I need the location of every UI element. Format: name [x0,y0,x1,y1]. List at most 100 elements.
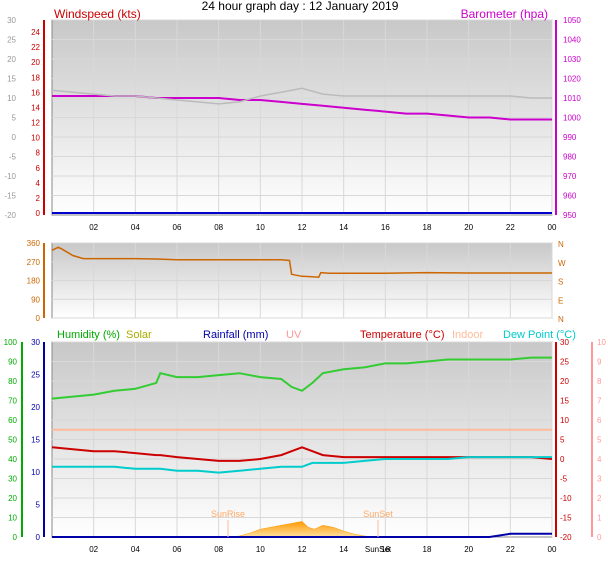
y-tick-label: 15 [7,75,16,84]
y-tick-label: 1 [597,514,602,523]
middle-panel-ticks: 360 270 180 90 0 N W SE N [27,239,566,324]
y-tick-label: 18 [31,73,40,82]
x-tick-label: 00 [548,545,557,554]
y-tick-label: 12 [31,119,40,128]
y-tick-label: 30 [560,338,569,347]
x-tick-label: 04 [131,223,140,232]
y-tick-label: 0 [36,533,41,542]
y-tick-label: 10 [7,94,16,103]
y-tick-label: 0 [13,533,18,542]
y-tick-label: 80 [8,377,17,386]
y-tick-label: 90 [8,358,17,367]
x-tick-label: 02 [89,545,98,554]
y-tick-label: 10 [31,134,40,143]
bottom-panel-ticks: 02 04 06 08 10 12 14 16 18 20 22 001009080706050403… [4,338,607,554]
compass-label: N [558,240,564,249]
y-tick-label: -15 [4,192,16,201]
x-tick-label: 10 [256,223,265,232]
compass-label: E [558,296,563,305]
y-tick-label: 8 [597,377,602,386]
y-tick-label: 8 [36,149,41,158]
y-tick-label: 6 [597,416,602,425]
dewpoint-label: Dew Point (°C) [503,329,576,341]
y-tick-label: 4 [597,455,602,464]
y-tick-label: 10 [560,416,569,425]
x-tick-label: 12 [298,223,307,232]
x-tick-label: 06 [173,223,182,232]
y-tick-label: 15 [560,397,569,406]
x-tick-label: 10 [256,545,265,554]
uv-label: UV [286,329,302,341]
x-tick-label: 08 [214,223,223,232]
y-tick-label: 20 [8,494,17,503]
y-tick-label: 360 [27,239,41,248]
y-tick-label: 1010 [563,94,581,103]
bottom-panel-grid [52,341,553,537]
y-tick-label: 970 [563,172,577,181]
y-tick-label: 270 [27,258,41,267]
x-tick-label: 20 [464,223,473,232]
dewpoint-line [52,456,552,474]
y-tick-label: 1000 [563,114,581,123]
y-tick-label: 1020 [563,75,581,84]
y-tick-label: 6 [36,164,41,173]
y-tick-label: 20 [31,58,40,67]
y-tick-label: 0 [12,133,17,142]
rainfall-label: Rainfall (mm) [203,329,268,341]
direction-line [51,246,552,278]
y-tick-label: 30 [8,475,17,484]
y-tick-label: 10 [597,338,606,347]
x-tick-label: 06 [173,545,182,554]
x-tick-label: 20 [464,545,473,554]
y-tick-label: 180 [27,277,41,286]
top-panel-series [51,87,552,214]
y-tick-label: 990 [563,133,577,142]
y-tick-label: 5 [597,436,602,445]
y-tick-label: 2 [597,494,602,503]
y-tick-label: 10 [8,514,17,523]
y-tick-label: -20 [560,533,572,542]
x-tick-label: 00 [548,223,557,232]
x-tick-label: 04 [131,545,140,554]
y-tick-label: -20 [4,211,16,220]
y-tick-label: 20 [560,377,569,386]
windspeed-line [51,87,552,105]
barometer-label: Barometer (hpa) [461,7,548,21]
y-tick-label: 25 [7,36,16,45]
x-tick-label: 22 [506,223,515,232]
x-tick-label: 18 [423,545,432,554]
x-tick-label: 18 [423,223,432,232]
sunset-label: SunSet [363,509,393,519]
top-panel-ticks: 02 04 06 08 10 12 14 16 18 20 22 00302520151050-5-1… [4,16,581,232]
y-tick-label: 5 [12,114,17,123]
y-tick-label: 0 [560,455,565,464]
y-tick-label: 25 [560,358,569,367]
x-tick-label: 02 [89,223,98,232]
solar-label: Solar [126,329,152,341]
temperature-label: Temperature (°C) [360,329,444,341]
y-tick-label: 0 [36,209,41,218]
humidity-label: Humidity (%) [57,329,120,341]
y-tick-label: 14 [31,103,40,112]
middle-panel-series [51,246,552,278]
y-tick-label: 1030 [563,55,581,64]
y-tick-label: 5 [560,436,565,445]
humidity-line [51,356,552,400]
y-tick-label: 980 [563,153,577,162]
bottom-panel-series [51,356,553,538]
rainfall-line [52,532,552,538]
y-tick-label: 2 [36,194,41,203]
x-tick-label: 16 [381,223,390,232]
x-tick-label: 12 [298,545,307,554]
y-tick-label: 4 [36,179,41,188]
y-tick-label: 15 [31,436,40,445]
chart-title: 24 hour graph day : 12 January 2019 [202,0,399,13]
y-tick-label: 1050 [563,16,581,25]
y-tick-label: -15 [560,514,572,523]
y-tick-label: 3 [597,475,602,484]
y-tick-label: 5 [36,501,41,510]
y-tick-label: 40 [8,455,17,464]
y-tick-label: 7 [597,397,602,406]
compass-label: S [558,278,563,287]
